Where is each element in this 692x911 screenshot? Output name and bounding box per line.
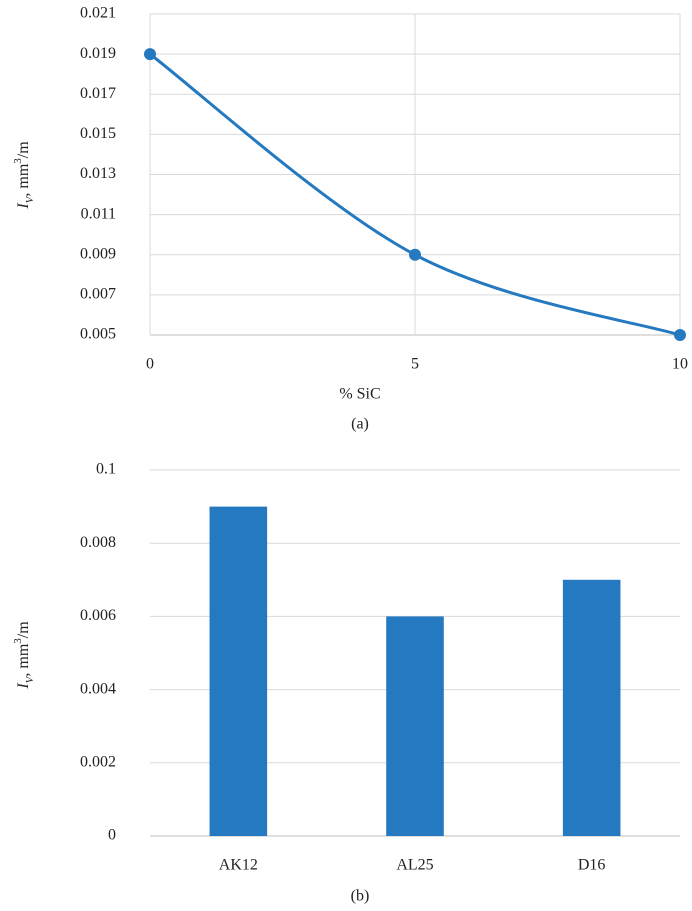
y-tick-label: 0.002 — [80, 753, 116, 770]
y-label-part: I — [15, 683, 32, 690]
y-tick-label: 0.009 — [80, 245, 116, 262]
x-tick-label: 5 — [411, 356, 419, 373]
bar — [209, 506, 268, 836]
y-tick-label: 0.017 — [80, 85, 116, 102]
y-label-part: I — [15, 203, 32, 210]
y-tick-label: 0.1 — [96, 461, 116, 478]
y-tick-label: 0.021 — [80, 5, 116, 22]
x-tick-label: 0 — [146, 356, 154, 373]
x-tick-label: AL25 — [396, 857, 433, 874]
y-tick-label: 0.007 — [80, 286, 116, 303]
point — [409, 248, 421, 261]
y-label-part: V — [24, 195, 36, 203]
y-label-part: 3 — [12, 158, 24, 164]
y-tick-label: 0.011 — [81, 205, 116, 222]
y-label-part: , mm — [15, 643, 32, 676]
bar — [562, 579, 621, 836]
y-tick-label: 0.019 — [80, 45, 116, 62]
chart: 0 0.002 0.004 0.006 0.008 0.1 IV, mm3/m (b) AK12… — [12, 461, 680, 905]
caption: (b) — [351, 888, 370, 905]
y-label-part: V — [24, 675, 36, 683]
y-tick-label: 0.006 — [80, 607, 116, 624]
chart: 0.005 0.007 0.009 0.011 0.013 0.015 0.017 0.019… — [12, 5, 688, 433]
point — [674, 329, 686, 341]
x-tick-label: 10 — [672, 356, 688, 373]
y-tick-label: 0.013 — [80, 165, 116, 182]
y-axis-label: IV, mm3/m — [12, 621, 36, 690]
y-label-part: , mm — [15, 163, 32, 196]
x-axis-label: % SiC — [339, 386, 380, 403]
caption: (a) — [351, 416, 369, 433]
y-tick-label: 0.004 — [80, 680, 116, 697]
x-tick-label: D16 — [578, 857, 606, 874]
y-tick-label: 0.008 — [80, 534, 116, 551]
y-tick-label: 0.005 — [80, 326, 116, 343]
y-label-part: /m — [15, 621, 32, 638]
y-label-part: 3 — [12, 638, 24, 644]
y-tick-label: 0 — [108, 827, 116, 844]
y-tick-label: 0.015 — [80, 125, 116, 142]
bar — [386, 616, 444, 836]
y-label-part: /m — [15, 141, 32, 158]
point — [144, 48, 156, 61]
y-axis-label: IV, mm3/m — [12, 141, 36, 210]
x-tick-label: AK12 — [219, 857, 258, 874]
